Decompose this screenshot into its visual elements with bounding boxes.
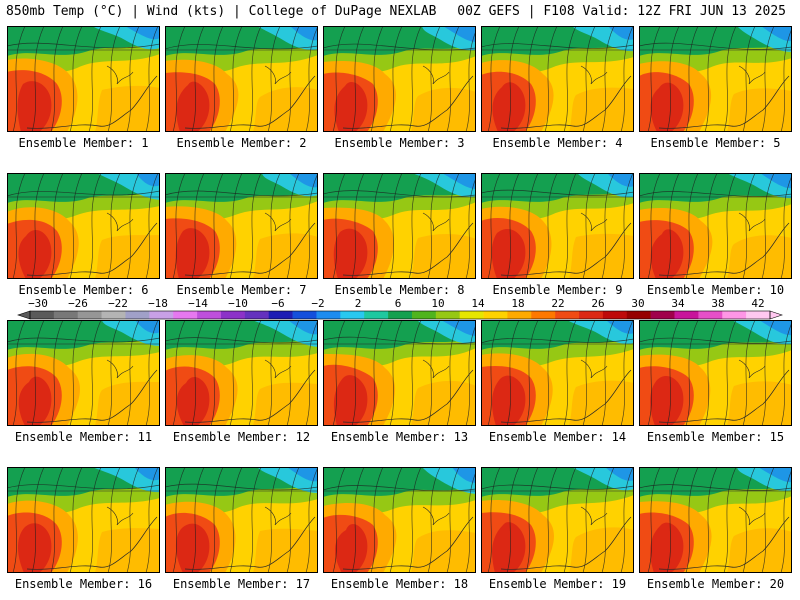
ensemble-map-panel (481, 467, 634, 573)
ensemble-member-label: Ensemble Member: 18 (330, 577, 469, 591)
ensemble-member-label: Ensemble Member: 9 (492, 283, 623, 297)
ensemble-member-label: Ensemble Member: 10 (646, 283, 785, 297)
colorbar-swatch (340, 311, 365, 319)
ensemble-map-panel (7, 320, 160, 426)
colorbar-tick-label: −22 (108, 297, 128, 310)
colorbar-tick-label: 14 (471, 297, 485, 310)
colorbar-tick-label: 18 (511, 297, 524, 310)
colorbar-tick-label: 26 (591, 297, 604, 310)
colorbar-tick-label: −18 (148, 297, 168, 310)
ensemble-map-panel (639, 320, 792, 426)
ensemble-member-label: Ensemble Member: 1 (18, 136, 149, 150)
ensemble-member-label: Ensemble Member: 16 (14, 577, 153, 591)
ensemble-map-panel (323, 467, 476, 573)
ensemble-map-panel (165, 173, 318, 279)
colorbar-swatch (698, 311, 723, 319)
colorbar-tick-label: 30 (631, 297, 644, 310)
colorbar-swatch (125, 311, 150, 319)
colorbar-swatch (77, 311, 102, 319)
colorbar-tick-label: −6 (271, 297, 284, 310)
colorbar-swatch (411, 311, 437, 319)
colorbar-tick-label: 6 (395, 297, 402, 310)
ensemble-member-label: Ensemble Member: 8 (334, 283, 465, 297)
ensemble-map-panel (481, 173, 634, 279)
colorbar-swatch (722, 311, 747, 319)
colorbar-tick-label: 2 (355, 297, 362, 310)
colorbar-right-arrow (769, 310, 783, 320)
ensemble-member-label: Ensemble Member: 17 (172, 577, 311, 591)
ensemble-map-panel (7, 173, 160, 279)
colorbar-tick-label: −14 (188, 297, 208, 310)
ensemble-member-label: Ensemble Member: 3 (334, 136, 465, 150)
colorbar-swatch (555, 311, 580, 319)
colorbar-swatch (197, 311, 222, 319)
ensemble-map-panel (7, 26, 160, 132)
ensemble-map-panel (639, 173, 792, 279)
ensemble-map-panel (165, 320, 318, 426)
ensemble-map-panel (165, 26, 318, 132)
colorbar-swatch (268, 311, 293, 319)
colorbar-swatch (602, 311, 628, 319)
colorbar-tick-label: 22 (551, 297, 564, 310)
colorbar-tick-label: 34 (671, 297, 685, 310)
colorbar-tick-label: 42 (751, 297, 764, 310)
ensemble-member-label: Ensemble Member: 5 (650, 136, 781, 150)
temperature-colorbar: −30 −26 −22 −18 −14 −10 −6 −2 2 6 10 14 18 22 26 30 34 38… (17, 297, 783, 320)
colorbar-swatch (507, 311, 532, 319)
colorbar-tick-label: −10 (228, 297, 248, 310)
ensemble-map-panel (481, 320, 634, 426)
colorbar-swatch (459, 311, 484, 319)
ensemble-member-label: Ensemble Member: 19 (488, 577, 627, 591)
colorbar-swatch (579, 311, 604, 319)
colorbar-swatch (531, 311, 556, 319)
ensemble-member-label: Ensemble Member: 20 (646, 577, 785, 591)
ensemble-member-label: Ensemble Member: 13 (330, 430, 469, 444)
colorbar-swatch (388, 311, 413, 319)
header-right-title: 00Z GEFS | F108 Valid: 12Z FRI JUN 13 20… (457, 4, 786, 19)
ensemble-map-panel (165, 467, 318, 573)
ensemble-map-panel (7, 467, 160, 573)
colorbar-tick-label: −26 (68, 297, 88, 310)
colorbar-left-arrow (17, 310, 31, 320)
ensemble-map-panel (323, 26, 476, 132)
colorbar-swatch (650, 311, 675, 319)
colorbar-swatch (101, 311, 126, 319)
colorbar-swatch (53, 311, 79, 319)
colorbar-swatch (674, 311, 699, 319)
colorbar-tick-label: −30 (28, 297, 48, 310)
ensemble-map-panel (323, 173, 476, 279)
ensemble-member-label: Ensemble Member: 11 (14, 430, 153, 444)
colorbar-tick-label: −2 (311, 297, 324, 310)
ensemble-map-panel (639, 26, 792, 132)
ensemble-map-panel (639, 467, 792, 573)
colorbar-tick-label: 38 (711, 297, 724, 310)
colorbar-swatch (746, 311, 771, 319)
ensemble-map-panel (481, 26, 634, 132)
colorbar-swatch (435, 311, 460, 319)
ensemble-member-label: Ensemble Member: 7 (176, 283, 307, 297)
colorbar-swatch (626, 311, 651, 319)
colorbar-swatch (173, 311, 198, 319)
ensemble-member-label: Ensemble Member: 15 (646, 430, 785, 444)
ensemble-member-label: Ensemble Member: 14 (488, 430, 627, 444)
ensemble-member-label: Ensemble Member: 2 (176, 136, 307, 150)
colorbar-swatch (244, 311, 270, 319)
ensemble-member-label: Ensemble Member: 12 (172, 430, 311, 444)
ensemble-member-label: Ensemble Member: 4 (492, 136, 623, 150)
ensemble-member-label: Ensemble Member: 6 (18, 283, 149, 297)
colorbar-swatch (316, 311, 341, 319)
ensemble-map-panel (323, 320, 476, 426)
colorbar-swatch (149, 311, 174, 319)
colorbar-swatch (483, 311, 508, 319)
colorbar-swatch (30, 311, 55, 319)
colorbar-tick-label: 10 (431, 297, 444, 310)
header-left-title: 850mb Temp (°C) | Wind (kts) | College o… (6, 4, 437, 19)
colorbar-swatch (292, 311, 317, 319)
colorbar-swatch (220, 311, 246, 319)
colorbar-swatch (364, 311, 389, 319)
